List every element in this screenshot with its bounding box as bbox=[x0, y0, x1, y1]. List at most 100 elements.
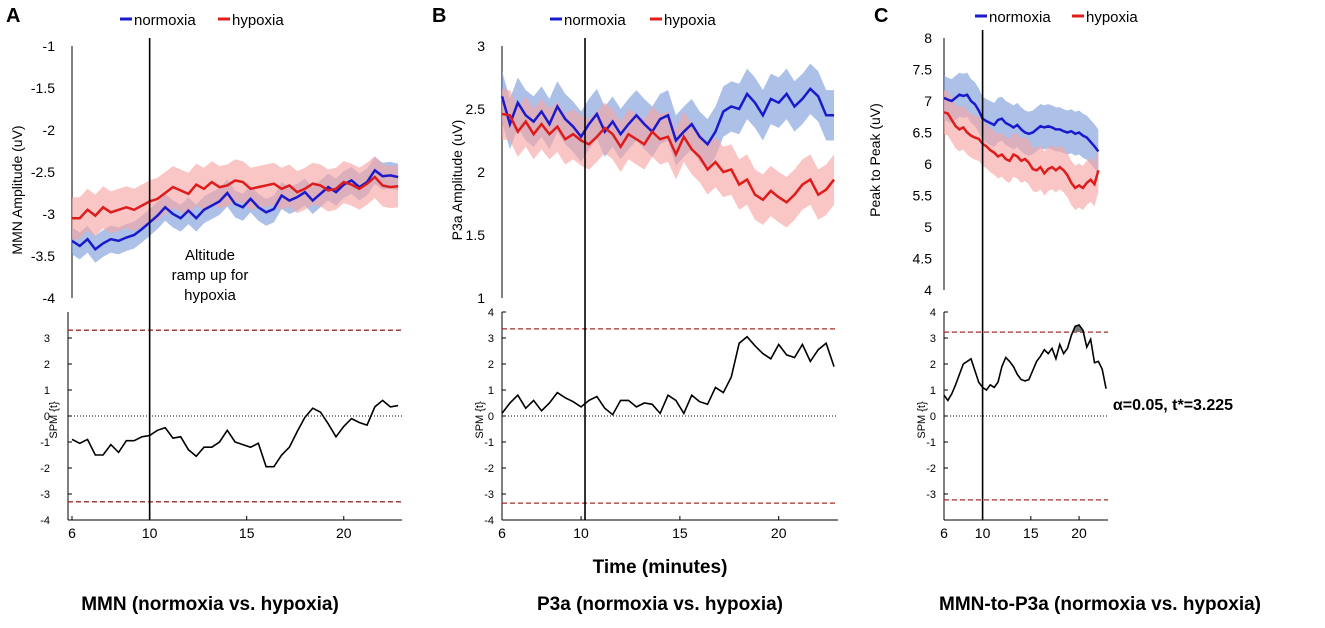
hypoxia-confidence-band bbox=[72, 156, 399, 240]
top-y-tick-label: -3 bbox=[43, 206, 56, 222]
annotation-line-3: hypoxia bbox=[184, 287, 236, 304]
x-tick-label: 20 bbox=[336, 525, 352, 541]
panel-c-spm-ylabel: SPM {t} bbox=[916, 401, 928, 439]
panel-c: normoxia hypoxia Peak to Peak (uV) SPM {… bbox=[867, 9, 1261, 615]
top-y-tick-label: 8 bbox=[924, 30, 932, 46]
spm-y-tick-label: -4 bbox=[40, 515, 50, 527]
spm-y-tick-label: -3 bbox=[484, 489, 494, 501]
spm-y-tick-label: -1 bbox=[926, 437, 936, 449]
spm-y-tick-label: 2 bbox=[930, 359, 936, 371]
panel-a: normoxia hypoxia MMN Amplitude (uV) SPM … bbox=[9, 12, 402, 615]
x-tick-label: 6 bbox=[68, 525, 76, 541]
spm-y-tick-label: -2 bbox=[484, 463, 494, 475]
top-y-tick-label: 7.5 bbox=[913, 62, 933, 78]
x-tick-label: 6 bbox=[498, 525, 506, 541]
top-y-tick-label: -2 bbox=[43, 122, 56, 138]
spm-y-tick-label: 2 bbox=[488, 359, 494, 371]
top-y-tick-label: 1.5 bbox=[466, 227, 486, 243]
top-y-tick-label: 4.5 bbox=[913, 251, 933, 267]
x-tick-label: 10 bbox=[573, 525, 589, 541]
spm-y-tick-label: -3 bbox=[926, 489, 936, 501]
panel-b: normoxia hypoxia P3a Amplitude (uV) SPM … bbox=[449, 12, 838, 615]
top-y-tick-label: -1 bbox=[43, 38, 56, 54]
panel-c-annotation: α=0.05, t*=3.225 bbox=[1113, 397, 1233, 414]
spm-y-tick-label: -2 bbox=[40, 463, 50, 475]
normoxia-confidence-band bbox=[72, 156, 399, 263]
top-y-tick-label: 2.5 bbox=[466, 101, 486, 117]
hypoxia-mean-line bbox=[501, 112, 836, 204]
top-y-tick-label: 2 bbox=[477, 164, 485, 180]
panel-b-top-ylabel: P3a Amplitude (uV) bbox=[449, 120, 465, 241]
panel-c-legend: normoxia hypoxia bbox=[975, 9, 1138, 26]
spm-y-tick-label: 1 bbox=[488, 385, 494, 397]
panel-b-spm-ylabel: SPM {t} bbox=[474, 401, 486, 439]
spm-y-tick-label: 0 bbox=[930, 411, 936, 423]
spm-y-tick-label: 2 bbox=[44, 359, 50, 371]
panel-a-spm-ylabel: SPM {t} bbox=[48, 401, 60, 439]
top-y-tick-label: 7 bbox=[924, 93, 932, 109]
legend-hypoxia-label: hypoxia bbox=[232, 12, 284, 29]
panel-a-top-ylabel: MMN Amplitude (uV) bbox=[9, 125, 25, 254]
spm-y-tick-label: 4 bbox=[488, 307, 494, 319]
hypoxia-mean-line bbox=[943, 111, 1100, 190]
normoxia-mean-line bbox=[943, 93, 1100, 153]
panel-b-legend: normoxia hypoxia bbox=[550, 12, 716, 29]
x-tick-label: 10 bbox=[975, 525, 991, 541]
x-tick-label: 6 bbox=[940, 525, 948, 541]
x-tick-label: 15 bbox=[239, 525, 255, 541]
x-tick-label: 20 bbox=[1071, 525, 1087, 541]
spm-y-tick-label: 0 bbox=[488, 411, 494, 423]
spm-y-tick-label: -1 bbox=[40, 437, 50, 449]
top-y-tick-label: -3.5 bbox=[31, 248, 55, 264]
top-y-tick-label: 3 bbox=[477, 38, 485, 54]
panel-a-title: MMN (normoxia vs. hypoxia) bbox=[81, 594, 339, 615]
x-tick-label: 15 bbox=[1023, 525, 1039, 541]
spm-y-tick-label: 3 bbox=[930, 333, 936, 345]
annotation-line-2: ramp up for bbox=[172, 267, 249, 284]
spm-t-curve bbox=[501, 335, 835, 416]
normoxia-mean-line bbox=[71, 168, 399, 252]
top-y-tick-label: 4 bbox=[924, 282, 932, 298]
panel-c-title: MMN-to-P3a (normoxia vs. hypoxia) bbox=[939, 594, 1261, 615]
panel-letter-c: C bbox=[874, 5, 888, 27]
spm-y-tick-label: 3 bbox=[488, 333, 494, 345]
panel-b-title: P3a (normoxia vs. hypoxia) bbox=[537, 594, 783, 615]
legend-normoxia-label: normoxia bbox=[134, 12, 196, 29]
x-tick-label: 10 bbox=[142, 525, 158, 541]
legend-hypoxia-label: hypoxia bbox=[664, 12, 716, 29]
spm-y-tick-label: -1 bbox=[484, 437, 494, 449]
top-y-tick-label: 5.5 bbox=[913, 188, 933, 204]
top-y-tick-label: 5 bbox=[924, 219, 932, 235]
spm-y-tick-label: -2 bbox=[926, 463, 936, 475]
hypoxia-confidence-band bbox=[944, 90, 1099, 210]
top-y-tick-label: -4 bbox=[43, 290, 56, 306]
top-y-tick-label: -2.5 bbox=[31, 164, 55, 180]
spm-y-tick-label: -4 bbox=[484, 515, 494, 527]
panel-letter-b: B bbox=[432, 5, 446, 27]
panel-c-top-ylabel: Peak to Peak (uV) bbox=[867, 103, 883, 217]
spm-t-curve bbox=[71, 399, 399, 468]
spm-y-tick-label: 4 bbox=[930, 307, 936, 319]
spm-y-tick-label: -3 bbox=[40, 489, 50, 501]
top-y-tick-label: 6.5 bbox=[913, 125, 933, 141]
x-tick-label: 20 bbox=[771, 525, 787, 541]
spm-t-curve bbox=[943, 324, 1107, 402]
x-tick-label: 15 bbox=[672, 525, 688, 541]
spm-y-tick-label: 1 bbox=[44, 385, 50, 397]
legend-hypoxia-label: hypoxia bbox=[1086, 9, 1138, 26]
panel-letter-a: A bbox=[6, 5, 20, 27]
legend-normoxia-label: normoxia bbox=[989, 9, 1051, 26]
legend-normoxia-label: normoxia bbox=[564, 12, 626, 29]
spm-y-tick-label: 3 bbox=[44, 333, 50, 345]
normoxia-mean-line bbox=[500, 86, 835, 147]
spm-y-tick-label: 0 bbox=[44, 411, 50, 423]
panel-a-annotation: Altitude ramp up for hypoxia bbox=[172, 247, 249, 304]
top-y-tick-label: 6 bbox=[924, 156, 932, 172]
hypoxia-mean-line bbox=[72, 175, 399, 220]
spm-y-tick-label: 1 bbox=[930, 385, 936, 397]
top-y-tick-label: -1.5 bbox=[31, 80, 55, 96]
panel-a-legend: normoxia hypoxia bbox=[120, 12, 284, 29]
annotation-line-1: Altitude bbox=[185, 247, 235, 264]
top-y-tick-label: 1 bbox=[477, 290, 485, 306]
